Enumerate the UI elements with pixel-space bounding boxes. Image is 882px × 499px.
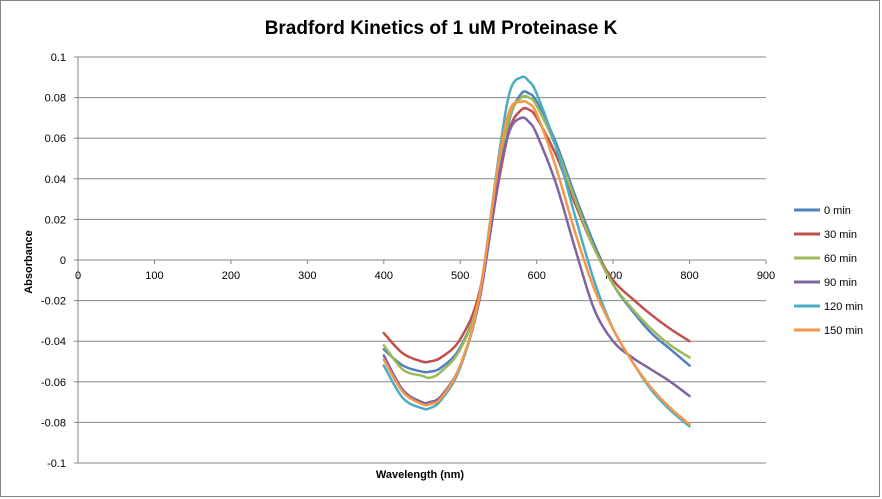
x-tick-label: 100 — [145, 270, 163, 282]
y-tick-label: 0.02 — [45, 214, 66, 226]
chart-title: Bradford Kinetics of 1 uM Proteinase K — [265, 18, 618, 39]
legend-label: 60 min — [824, 253, 857, 265]
y-tick-label: -0.08 — [41, 417, 66, 429]
x-tick-label: 400 — [375, 270, 393, 282]
series-line-150-min — [382, 100, 691, 426]
legend-label: 90 min — [824, 277, 857, 289]
series-line-120-min — [382, 75, 691, 428]
x-tick-label: 200 — [222, 270, 240, 282]
legend-label: 0 min — [824, 205, 851, 217]
x-axis-title: Wavelength (nm) — [376, 469, 465, 481]
x-tick-label: 0 — [75, 270, 81, 282]
legend-label: 150 min — [824, 325, 863, 337]
y-tick-label: -0.06 — [41, 377, 66, 389]
y-tick-label: -0.04 — [41, 336, 66, 348]
series-line-60-min — [382, 94, 691, 380]
legend-label: 30 min — [824, 229, 857, 241]
x-tick-label: 600 — [527, 270, 545, 282]
legend: 0 min 30 min 60 min 90 min 120 min 150 min — [794, 205, 863, 337]
y-tick-labels: 0.1 0.08 0.06 0.04 0.02 0 -0.02 -0.04 -0.06 -0.08… — [41, 52, 66, 470]
y-tick-label: 0.06 — [45, 133, 66, 145]
series-line-30-min — [382, 106, 691, 364]
series-lines — [382, 75, 691, 428]
y-tick-label: -0.02 — [41, 296, 66, 308]
y-tick-label: 0 — [60, 255, 66, 267]
x-tick-labels: 0 100 200 300 400 500 600 700 800 900 — [75, 270, 775, 282]
y-tick-label: 0.08 — [45, 93, 66, 105]
legend-label: 120 min — [824, 301, 863, 313]
x-tick-label: 900 — [757, 270, 775, 282]
y-tick-label: 0.1 — [51, 52, 66, 64]
axes — [74, 56, 767, 464]
grid-lines — [78, 56, 766, 464]
x-tick-label: 500 — [451, 270, 469, 282]
y-axis-title: Absorbance — [23, 230, 35, 294]
y-tick-label: 0.04 — [45, 174, 66, 186]
y-tick-label: -0.1 — [47, 458, 66, 470]
x-tick-label: 800 — [680, 270, 698, 282]
x-tick-label: 300 — [298, 270, 316, 282]
